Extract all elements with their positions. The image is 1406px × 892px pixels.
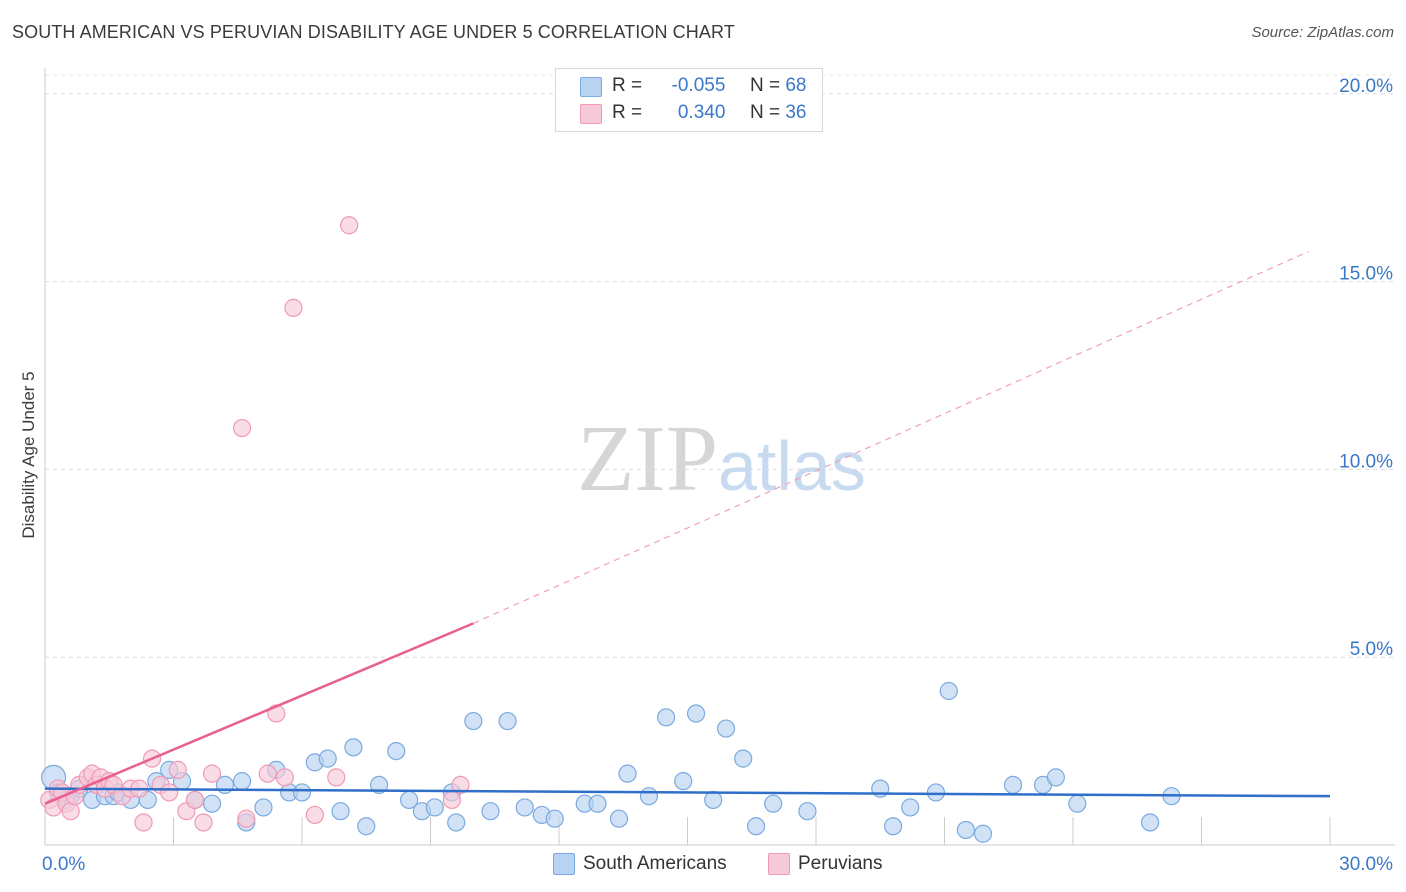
watermark-zip: ZIP: [577, 407, 718, 511]
x-tick-label: 30.0%: [1339, 854, 1393, 875]
peruvian-point: [160, 783, 179, 802]
south-american-point: [939, 681, 958, 701]
peruvian-point: [451, 775, 470, 795]
south-american-point: [901, 798, 920, 817]
peruvian-point: [284, 298, 303, 317]
south-american-point: [318, 749, 337, 768]
n-value: 68: [785, 75, 807, 96]
peruvian-point: [340, 216, 359, 235]
peruvian-point: [442, 790, 462, 810]
peruvian-point: [232, 418, 252, 438]
south-american-point: [734, 749, 753, 768]
legend-swatch-pink: [580, 104, 602, 124]
south-american-point: [639, 787, 659, 806]
south-american-point: [609, 809, 629, 828]
peruvian-point: [202, 764, 222, 783]
south-american-point: [464, 711, 483, 731]
points: [40, 216, 1181, 843]
south-american-point: [545, 809, 564, 828]
south-american-point: [425, 798, 444, 817]
peruvian-point: [61, 802, 80, 821]
south-american-point: [883, 817, 903, 836]
peruvian-point: [168, 760, 187, 779]
legend-swatch-pink: [768, 853, 790, 875]
legend-label: Peruvians: [798, 853, 883, 874]
peruvian-point: [275, 768, 294, 787]
r-label: R =: [612, 75, 643, 96]
chart-title: SOUTH AMERICAN VS PERUVIAN DISABILITY AG…: [12, 22, 735, 42]
y-tick-label: 15.0%: [1339, 264, 1393, 285]
south-american-point: [1003, 775, 1023, 795]
r-label: R =: [612, 102, 643, 123]
south-american-point: [515, 798, 534, 817]
south-american-point: [956, 820, 976, 840]
south-american-point: [618, 764, 637, 783]
stats-legend: R = -0.055 N = 68 R = 0.340 N = 36: [555, 68, 823, 132]
y-axis-label: Disability Age Under 5: [19, 371, 38, 538]
peruvians-trend-extension: [473, 250, 1309, 624]
south-american-point: [254, 798, 273, 817]
gridlines: [45, 74, 1395, 658]
south-american-point: [973, 824, 993, 843]
watermark-atlas: atlas: [718, 427, 866, 505]
south-american-point: [370, 775, 389, 795]
south-american-point: [202, 794, 222, 813]
y-tick-label: 5.0%: [1350, 639, 1393, 660]
south-american-point: [798, 802, 817, 821]
south-american-point: [357, 817, 376, 836]
south-american-point: [1140, 813, 1160, 832]
source-label: Source: ZipAtlas.com: [1251, 24, 1394, 41]
n-label: N =: [749, 102, 781, 123]
south-american-point: [292, 783, 312, 802]
trend-lines: [44, 250, 1331, 805]
y-tick-label: 10.0%: [1339, 451, 1393, 472]
south-american-point: [1068, 794, 1087, 813]
south-american-point: [588, 794, 607, 813]
watermark: ZIP atlas: [577, 407, 866, 511]
tick-labels: 5.0% 10.0% 15.0% 20.0% 0.0% 30.0% Disability A…: [19, 76, 1393, 875]
south-americans-trend-line: [44, 787, 1331, 798]
peruvians-trend-line: [44, 622, 474, 805]
n-value: 36: [785, 102, 807, 123]
peruvian-point: [194, 813, 213, 832]
south-american-point: [344, 738, 363, 757]
legend-label: South Americans: [583, 853, 727, 874]
south-american-point: [674, 772, 693, 791]
r-value: -0.055: [671, 75, 726, 96]
south-american-point: [926, 783, 946, 802]
south-american-point: [716, 719, 736, 738]
south-american-point: [232, 772, 252, 791]
south-american-point: [498, 711, 517, 731]
peruvian-point: [305, 805, 324, 825]
south-american-point: [686, 704, 706, 723]
peruvian-point: [185, 790, 205, 810]
r-value: 0.340: [677, 102, 726, 123]
peruvian-point: [134, 813, 153, 832]
y-tick-label: 20.0%: [1339, 76, 1393, 97]
peruvian-point: [258, 764, 277, 783]
legend-swatch-blue: [553, 853, 575, 875]
peruvian-point: [327, 768, 346, 787]
south-american-point: [1046, 768, 1065, 787]
n-label: N =: [749, 75, 781, 96]
south-american-point: [764, 794, 783, 813]
x-tick-label: 0.0%: [42, 854, 85, 875]
south-american-point: [331, 802, 350, 821]
south-american-point: [704, 790, 723, 810]
south-american-point: [746, 817, 766, 836]
legend-stat-text: R = 0.340 N = 36: [612, 102, 806, 124]
peruvian-point: [237, 809, 256, 828]
south-american-point: [481, 802, 500, 821]
south-american-point: [387, 741, 406, 761]
legend-swatch-blue: [580, 77, 602, 97]
south-american-point: [447, 813, 466, 832]
legend-stat-text: R = -0.055 N = 68: [612, 75, 806, 97]
south-american-point: [656, 708, 676, 727]
